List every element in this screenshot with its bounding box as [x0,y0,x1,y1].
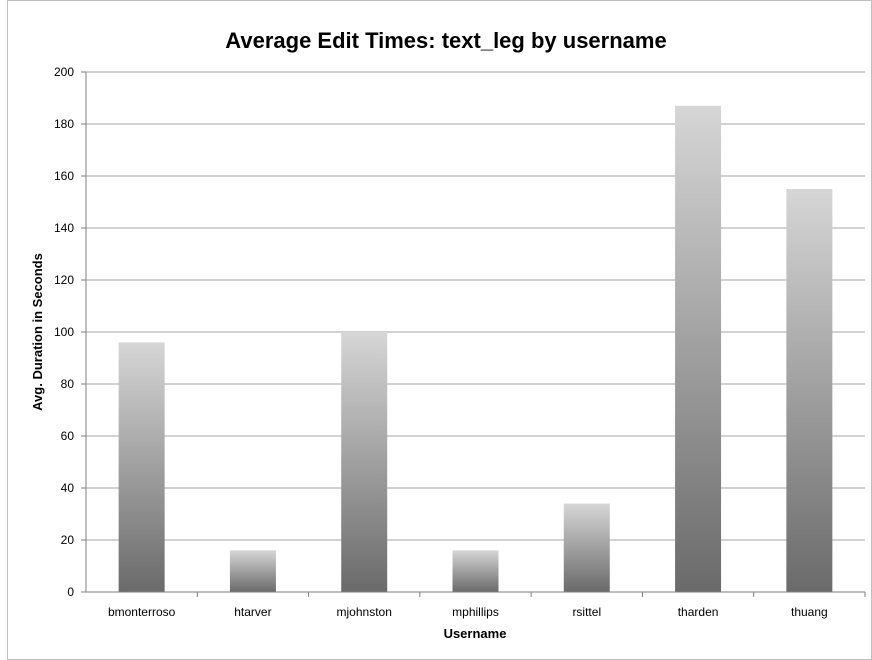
y-tick-label: 40 [61,481,75,495]
x-tick-label: bmonterroso [108,605,176,619]
y-tick-label: 180 [54,117,74,131]
chart-title: Average Edit Times: text_leg by username [225,28,666,53]
x-tick-label: tharden [678,605,719,619]
y-tick-label: 60 [61,429,75,443]
y-tick-label: 80 [61,377,75,391]
y-tick-label: 20 [61,533,75,547]
bar-rsittel [563,503,610,592]
bar-bmonterroso [118,342,165,592]
bar-mjohnston [341,332,388,592]
x-axis-label: Username [444,626,507,641]
bar-tharden [675,105,722,593]
gridlines [81,71,865,593]
x-tick-label: mphillips [452,605,499,619]
bar-mphillips [452,550,499,592]
y-tick-label: 120 [54,273,74,287]
y-axis-label: Avg. Duration in Seconds [30,253,45,411]
y-tick-label: 0 [67,585,74,599]
y-tick-label: 140 [54,221,74,235]
x-tick-label: rsittel [572,605,601,619]
x-tick-label: mjohnston [337,605,392,619]
x-tick-labels: bmonterroso htarver mjohnston mphillips rsit… [108,592,866,619]
y-tick-labels: 0 20 40 60 80 100 120 140 160 180 200 [54,65,74,599]
x-tick-label: htarver [234,605,271,619]
bars [118,105,833,593]
y-tick-label: 160 [54,169,74,183]
y-tick-label: 100 [54,325,74,339]
x-tick-label: thuang [791,605,828,619]
bar-thuang [786,189,833,592]
bar-htarver [229,550,276,592]
y-tick-label: 200 [54,65,74,79]
